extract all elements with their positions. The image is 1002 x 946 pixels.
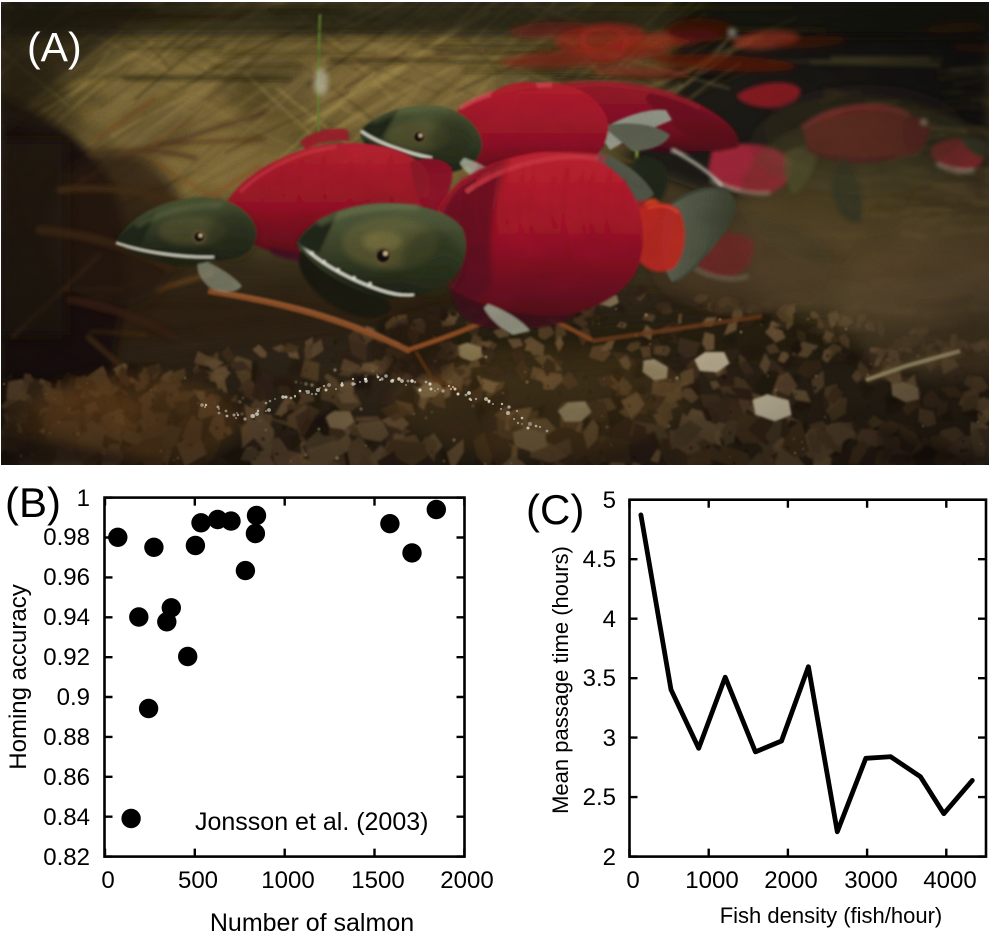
svg-text:Fish density (fish/hour): Fish density (fish/hour) xyxy=(720,903,943,928)
svg-text:2000: 2000 xyxy=(764,867,817,894)
svg-text:4000: 4000 xyxy=(923,867,976,894)
svg-text:500: 500 xyxy=(178,867,218,894)
svg-text:(C): (C) xyxy=(526,486,584,533)
svg-text:3.5: 3.5 xyxy=(583,665,616,692)
svg-text:0.94: 0.94 xyxy=(43,604,90,631)
svg-text:5: 5 xyxy=(603,487,616,514)
svg-text:3000: 3000 xyxy=(844,867,897,894)
svg-text:0.9: 0.9 xyxy=(57,684,90,711)
svg-text:0: 0 xyxy=(101,867,114,894)
svg-text:(B): (B) xyxy=(5,479,61,526)
svg-text:Jonsson et al. (2003): Jonsson et al. (2003) xyxy=(195,808,428,836)
svg-text:3: 3 xyxy=(603,725,616,752)
svg-text:0.86: 0.86 xyxy=(43,764,90,791)
svg-text:0.92: 0.92 xyxy=(43,644,90,671)
svg-text:Mean passage time (hours): Mean passage time (hours) xyxy=(548,546,573,814)
svg-text:0.88: 0.88 xyxy=(43,724,90,751)
svg-text:(A): (A) xyxy=(27,24,82,70)
svg-text:Number of salmon: Number of salmon xyxy=(210,909,414,937)
svg-text:1000: 1000 xyxy=(685,867,738,894)
svg-text:Homing accuracy: Homing accuracy xyxy=(5,584,32,769)
svg-text:1500: 1500 xyxy=(351,867,404,894)
svg-text:0.98: 0.98 xyxy=(43,524,90,551)
svg-text:2.5: 2.5 xyxy=(583,784,616,811)
svg-text:1000: 1000 xyxy=(261,867,314,894)
svg-text:0.96: 0.96 xyxy=(43,564,90,591)
svg-text:4: 4 xyxy=(603,606,616,633)
svg-text:1: 1 xyxy=(77,485,90,512)
svg-text:2000: 2000 xyxy=(440,867,493,894)
svg-text:0.82: 0.82 xyxy=(43,844,90,871)
svg-text:4.5: 4.5 xyxy=(583,546,616,573)
svg-text:2: 2 xyxy=(603,844,616,871)
svg-text:0.84: 0.84 xyxy=(43,804,90,831)
svg-text:0: 0 xyxy=(626,867,639,894)
